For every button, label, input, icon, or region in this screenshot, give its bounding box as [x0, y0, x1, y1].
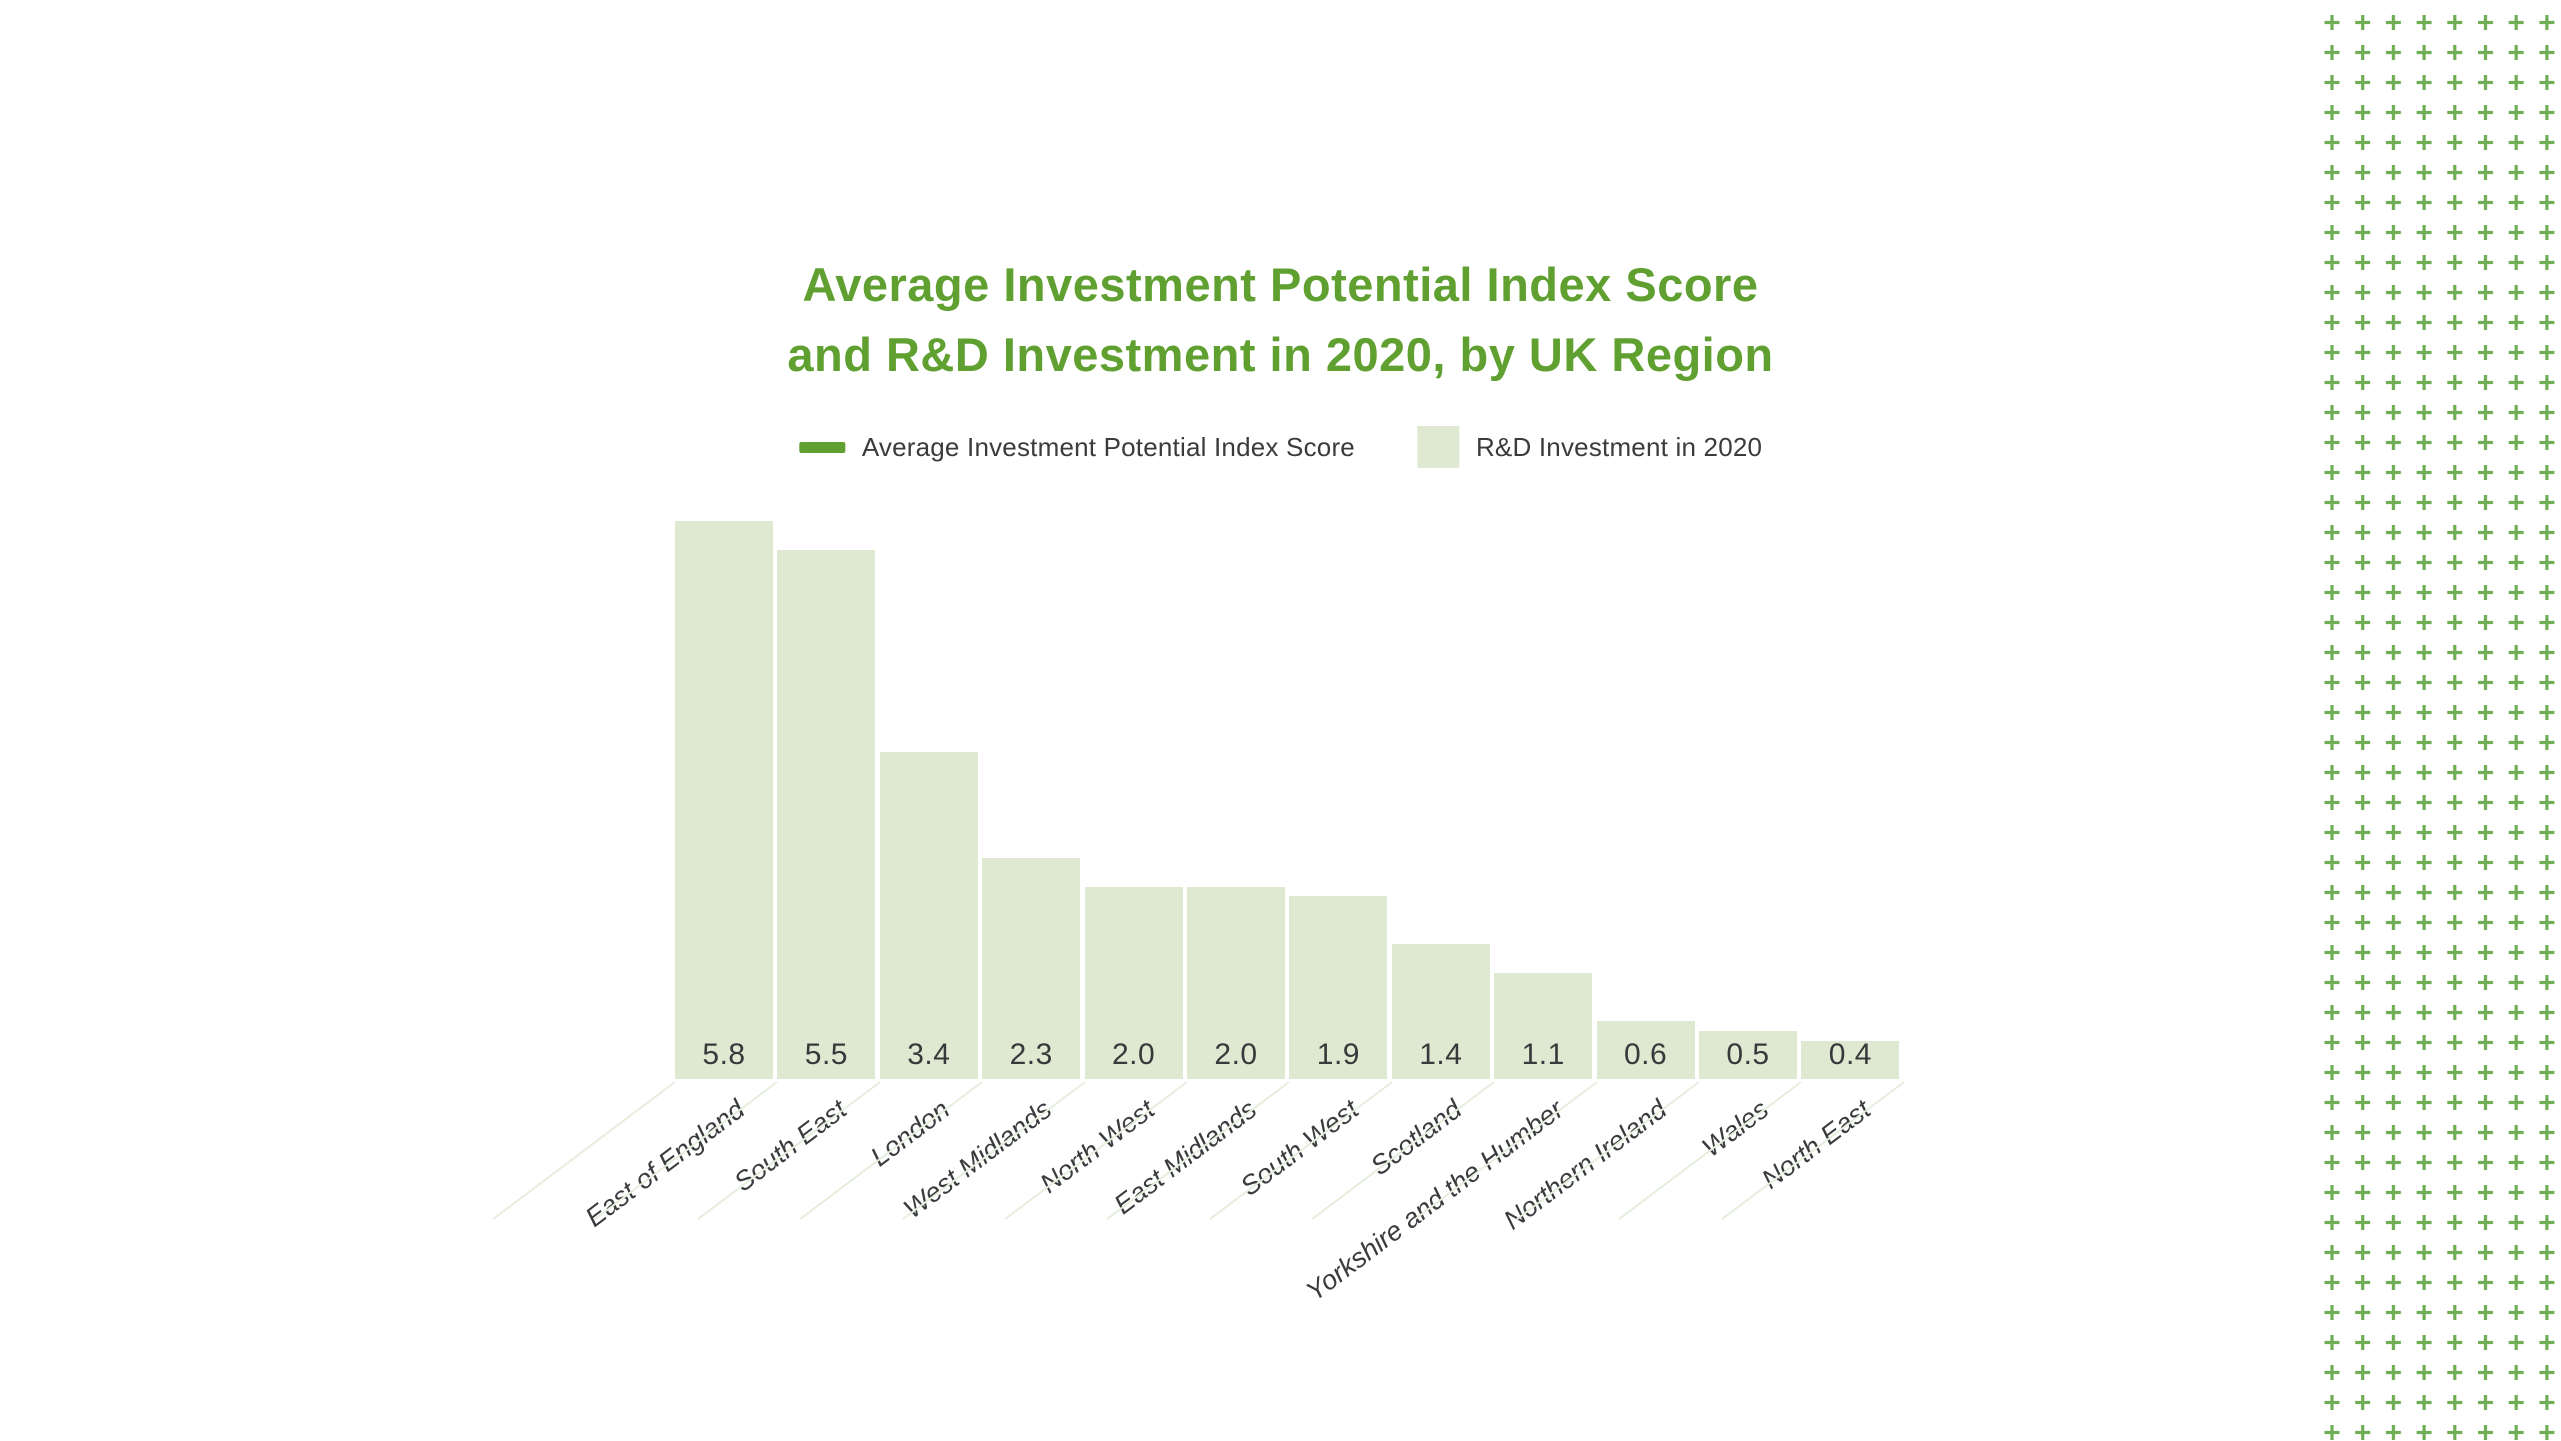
bar-london: 3.4 [879, 752, 978, 1079]
bar-value-label: 3.4 [907, 1038, 951, 1071]
bar-south-west: 1.9 [1289, 896, 1388, 1079]
chart-title-line1: Average Investment Potential Index Score [802, 258, 1759, 311]
legend-item-rd-investment: R&D Investment in 2020 [1416, 426, 1763, 468]
bar-value-label: 2.3 [1009, 1038, 1053, 1071]
bar-value-label: 1.4 [1419, 1038, 1463, 1071]
bar-value-label: 0.4 [1828, 1038, 1872, 1071]
bar-value-label: 5.5 [804, 1038, 848, 1071]
legend-label-index-score: Average Investment Potential Index Score [861, 431, 1355, 462]
legend: Average Investment Potential Index Score… [798, 426, 1763, 468]
bar-east-midlands: 2.0 [1187, 887, 1285, 1079]
axis-tick-line [492, 1081, 676, 1221]
bar-value-label: 5.8 [702, 1038, 746, 1071]
bar-value-label: 0.6 [1623, 1038, 1668, 1071]
bar-north-east: 0.4 [1801, 1038, 1900, 1079]
bar-wales: 0.5 [1699, 1031, 1797, 1079]
bar-value-label: 2.0 [1111, 1038, 1156, 1071]
axis-tick-line [594, 1081, 778, 1221]
chart-title: Average Investment Potential Index Score… [787, 250, 1773, 390]
legend-line-swatch [798, 441, 845, 453]
legend-square-swatch [1416, 426, 1459, 468]
bar-value-label: 1.1 [1521, 1038, 1565, 1071]
legend-label-rd-investment: R&D Investment in 2020 [1475, 431, 1763, 462]
bar-north-west: 2.0 [1084, 887, 1183, 1079]
bar-value-label: 1.9 [1316, 1038, 1360, 1071]
bar-south-east: 5.5 [777, 550, 876, 1079]
bar-east-of-england: 5.8 [675, 521, 773, 1079]
bar-value-label: 2.0 [1214, 1038, 1258, 1071]
chart-title-line2: and R&D Investment in 2020, by UK Region [787, 328, 1774, 381]
bar-scotland: 1.4 [1391, 944, 1490, 1079]
bar-northern-ireland: 0.6 [1596, 1021, 1695, 1079]
plus-pattern [2322, 14, 2561, 1441]
bar-yorkshire-and-the-humber: 1.1 [1494, 973, 1593, 1079]
bar-value-label: 0.5 [1726, 1038, 1770, 1071]
legend-item-index-score: Average Investment Potential Index Score [798, 431, 1355, 463]
bar-west-midlands: 2.3 [982, 858, 1081, 1079]
